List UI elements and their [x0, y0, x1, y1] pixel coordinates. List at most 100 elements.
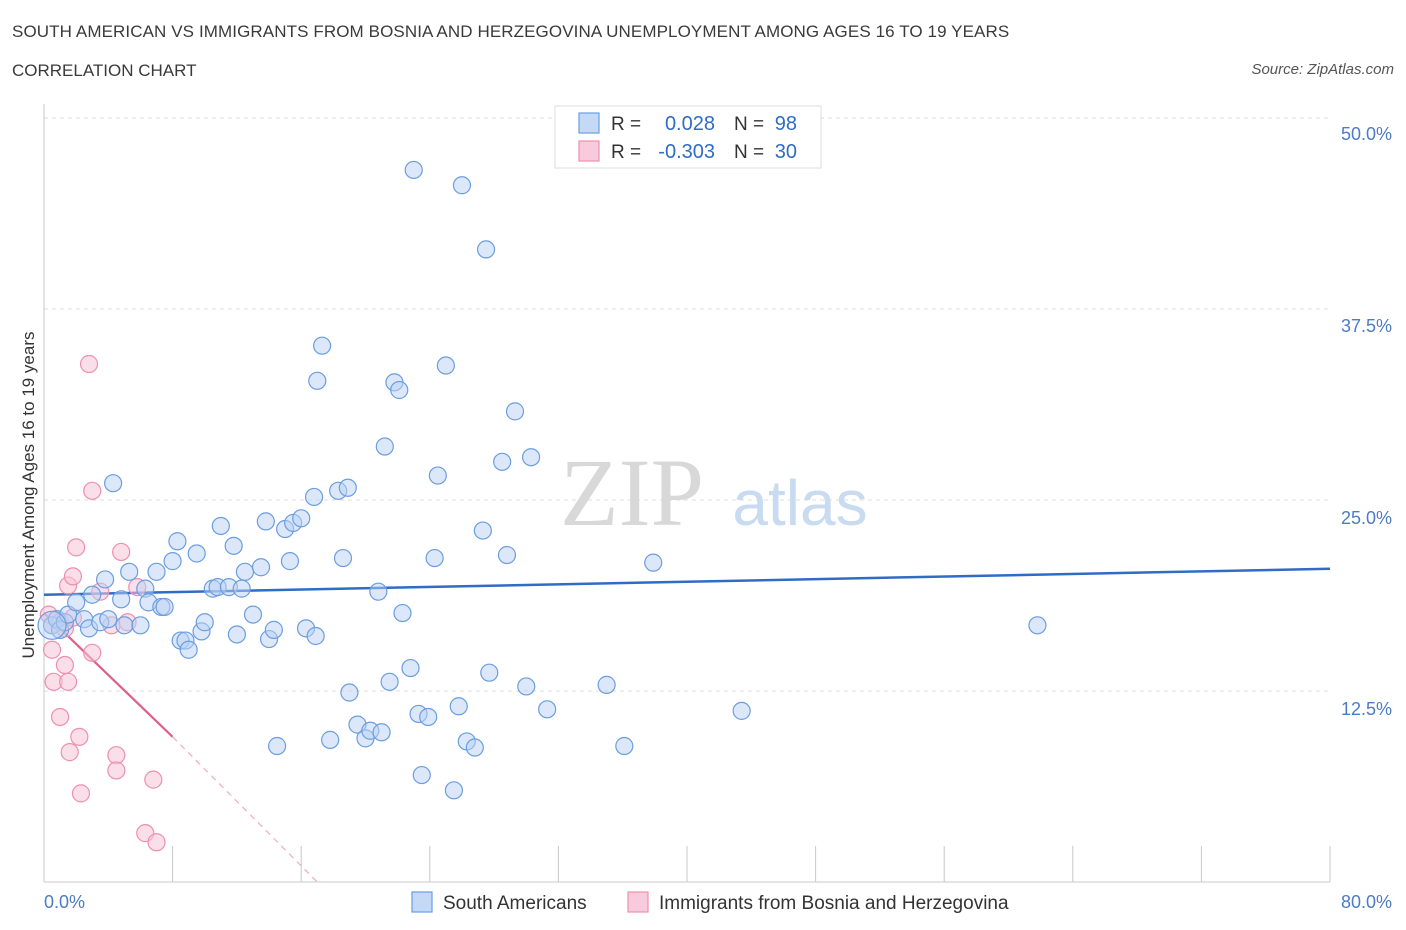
blue-point: [256, 512, 275, 531]
legend-swatch-bosnia: [627, 891, 649, 913]
blue-point: [243, 605, 263, 624]
pink-point: [63, 567, 83, 586]
pink-point: [59, 672, 78, 691]
blue-point: [120, 562, 139, 581]
blue-point: [436, 356, 455, 375]
blue-point: [375, 437, 394, 456]
blue-point: [419, 707, 438, 727]
pink-point: [70, 727, 89, 746]
trend-line-south-americans: [43, 567, 1331, 596]
blue-point: [390, 380, 409, 400]
legend-n-value: 30: [775, 141, 797, 163]
blue-point: [304, 487, 324, 507]
x-tick-label: 80.0%: [1341, 892, 1392, 912]
chart-subtitle: CORRELATION CHART: [12, 61, 197, 80]
blue-point: [99, 610, 118, 629]
pink-point: [107, 746, 126, 765]
blue-point: [521, 448, 541, 467]
blue-point: [195, 613, 214, 632]
blue-point: [312, 336, 332, 355]
pink-point: [107, 761, 126, 780]
blue-point: [163, 552, 182, 571]
blue-point: [251, 558, 271, 577]
blue-point: [321, 730, 340, 749]
blue-point: [306, 626, 325, 646]
chart-title: SOUTH AMERICAN VS IMMIGRANTS FROM BOSNIA…: [12, 22, 1010, 41]
blue-point: [83, 585, 102, 604]
legend-label-south-americans: South Americans: [443, 893, 587, 914]
watermark: ZIP atlas: [560, 439, 868, 546]
pink-point: [67, 538, 86, 557]
y-axis-label: Unemployment Among Ages 16 to 19 years: [19, 332, 38, 659]
blue-point: [497, 545, 517, 565]
blue-points: [37, 160, 1047, 800]
blue-point: [292, 509, 311, 528]
blue-point: [480, 663, 499, 682]
blue-point: [412, 765, 431, 785]
y-tick-label: 37.5%: [1341, 316, 1392, 336]
blue-point: [264, 620, 283, 639]
blue-point: [179, 640, 198, 659]
blue-point: [224, 536, 243, 555]
blue-point: [340, 683, 359, 702]
legend-swatch-blue: [578, 112, 600, 134]
blue-point: [308, 371, 327, 390]
blue-point: [95, 570, 115, 589]
y-tick-label: 12.5%: [1341, 699, 1392, 719]
blue-point: [147, 562, 166, 581]
blue-point: [333, 548, 353, 568]
blue-point: [476, 240, 496, 259]
blue-point: [1028, 616, 1047, 635]
blue-point: [444, 781, 464, 800]
blue-point: [732, 701, 751, 720]
blue-point: [425, 548, 444, 568]
blue-point: [449, 697, 468, 716]
watermark-zip: ZIP: [560, 439, 704, 546]
blue-point: [452, 176, 472, 195]
trend-lines: [43, 567, 1331, 883]
blue-point: [104, 474, 123, 493]
blue-point: [493, 452, 512, 471]
y-tick-label: 50.0%: [1341, 124, 1392, 144]
blue-point: [187, 544, 206, 563]
blue-point-cluster: [37, 610, 67, 640]
legend-r-value: 0.028: [665, 113, 715, 135]
legend-swatch-pink: [578, 140, 600, 162]
pink-point: [147, 833, 166, 852]
legend-n-label: N =: [734, 142, 764, 163]
blue-point: [380, 672, 399, 691]
stats-legend: R = 0.028 N = 98 R = -0.303 N = 30: [554, 105, 822, 169]
blue-point: [115, 616, 134, 635]
blue-point: [401, 658, 420, 678]
pink-point: [50, 707, 70, 727]
x-tick-label: 0.0%: [44, 892, 85, 912]
blue-point: [235, 562, 255, 581]
pink-point: [71, 784, 91, 803]
blue-point: [338, 478, 357, 497]
blue-point: [372, 723, 391, 742]
legend-r-value: -0.303: [658, 141, 715, 163]
pink-point: [112, 542, 131, 562]
blue-point: [505, 402, 525, 421]
axes: [43, 104, 1331, 883]
blue-point: [644, 553, 663, 572]
blue-point: [112, 590, 131, 609]
series-legend: South Americans Immigrants from Bosnia a…: [411, 891, 1009, 914]
y-tick-label: 25.0%: [1341, 508, 1392, 528]
legend-label-bosnia: Immigrants from Bosnia and Herzegovina: [659, 893, 1009, 914]
blue-point: [615, 736, 634, 756]
blue-point: [67, 593, 86, 612]
blue-point: [280, 552, 300, 571]
pink-point: [42, 640, 62, 659]
pink-point: [55, 655, 74, 675]
pink-point: [79, 354, 99, 374]
source-label: Source: ZipAtlas.com: [1251, 61, 1394, 78]
pink-point: [83, 481, 102, 500]
pink-point: [83, 643, 102, 662]
blue-point: [369, 582, 388, 601]
blue-point: [131, 616, 150, 635]
legend-n-value: 98: [775, 113, 797, 135]
blue-point: [211, 516, 230, 536]
blue-point: [232, 579, 251, 598]
